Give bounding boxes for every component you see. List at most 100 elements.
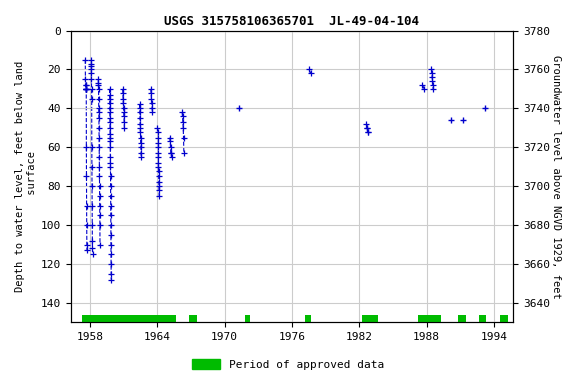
Point xyxy=(154,179,164,185)
Point xyxy=(105,96,114,102)
Point xyxy=(147,96,156,102)
Point xyxy=(82,174,91,180)
Point xyxy=(107,232,116,238)
Point xyxy=(427,74,437,80)
Point xyxy=(154,193,164,199)
Point xyxy=(94,115,104,121)
Point xyxy=(95,203,104,209)
Point xyxy=(86,57,96,63)
Y-axis label: Depth to water level, feet below land
 surface: Depth to water level, feet below land su… xyxy=(15,61,37,292)
Point xyxy=(154,154,163,160)
Point xyxy=(153,129,162,135)
Point xyxy=(136,140,145,146)
Point xyxy=(105,99,114,106)
Point xyxy=(106,174,115,180)
Point xyxy=(87,70,96,76)
Point xyxy=(105,86,114,92)
Bar xyxy=(362,315,378,324)
Point xyxy=(82,144,91,151)
Point xyxy=(106,222,115,228)
Point xyxy=(153,134,162,141)
Point xyxy=(153,125,162,131)
Point xyxy=(137,154,146,160)
Y-axis label: Groundwater level above NGVD 1929, feet: Groundwater level above NGVD 1929, feet xyxy=(551,55,561,298)
Point xyxy=(179,134,188,141)
Point xyxy=(88,238,97,244)
Point xyxy=(154,187,164,193)
Point xyxy=(87,96,96,102)
Point xyxy=(81,86,90,92)
Point xyxy=(88,183,97,189)
Point xyxy=(135,105,144,111)
Point xyxy=(81,86,90,92)
Point xyxy=(105,119,115,125)
Point xyxy=(95,193,104,199)
Point xyxy=(105,92,114,98)
Point xyxy=(107,261,116,267)
Point xyxy=(88,164,97,170)
Point xyxy=(154,160,163,166)
Point xyxy=(86,63,96,69)
Bar xyxy=(245,315,251,324)
Point xyxy=(119,99,128,106)
Point xyxy=(95,174,104,180)
Point xyxy=(177,109,187,115)
Point xyxy=(107,242,116,248)
Point xyxy=(105,134,115,141)
Point xyxy=(105,105,115,111)
Point xyxy=(362,121,371,127)
Point xyxy=(427,70,437,76)
Point xyxy=(153,140,162,146)
Point xyxy=(106,154,115,160)
Point xyxy=(96,242,105,248)
Point xyxy=(178,113,187,119)
Point xyxy=(428,82,437,88)
Point xyxy=(146,86,156,92)
Title: USGS 315758106365701  JL-49-04-104: USGS 315758106365701 JL-49-04-104 xyxy=(165,15,419,28)
Point xyxy=(105,138,115,144)
Point xyxy=(154,174,163,180)
Bar xyxy=(458,315,466,324)
Point xyxy=(167,154,176,160)
Legend: Period of approved data: Period of approved data xyxy=(188,355,388,375)
Point xyxy=(107,276,116,283)
Point xyxy=(107,251,116,257)
Point xyxy=(107,271,116,277)
Point xyxy=(148,109,157,115)
Point xyxy=(480,105,490,111)
Point xyxy=(118,86,127,92)
Point xyxy=(305,66,314,73)
Point xyxy=(419,86,429,92)
Point xyxy=(95,183,104,189)
Point xyxy=(362,125,372,131)
Point xyxy=(154,183,164,189)
Point xyxy=(88,222,97,228)
Point xyxy=(179,150,188,156)
Point xyxy=(105,109,115,115)
Point xyxy=(82,86,91,92)
Point xyxy=(234,105,244,111)
Point xyxy=(166,144,175,151)
Point xyxy=(120,119,129,125)
Point xyxy=(94,125,104,131)
Point xyxy=(94,109,104,115)
Point xyxy=(147,99,156,106)
Point xyxy=(95,212,104,218)
Point xyxy=(88,251,97,257)
Point xyxy=(105,115,115,121)
Point xyxy=(87,86,96,92)
Point xyxy=(120,125,129,131)
Point xyxy=(135,115,145,121)
Point xyxy=(136,125,145,131)
Point xyxy=(119,113,128,119)
Point xyxy=(458,117,467,123)
Point xyxy=(94,82,103,88)
Point xyxy=(106,193,115,199)
Point xyxy=(146,90,156,96)
Point xyxy=(136,134,145,141)
Point xyxy=(362,125,372,131)
Point xyxy=(166,150,176,156)
Point xyxy=(418,82,427,88)
Point xyxy=(106,203,115,209)
Point xyxy=(135,109,145,115)
